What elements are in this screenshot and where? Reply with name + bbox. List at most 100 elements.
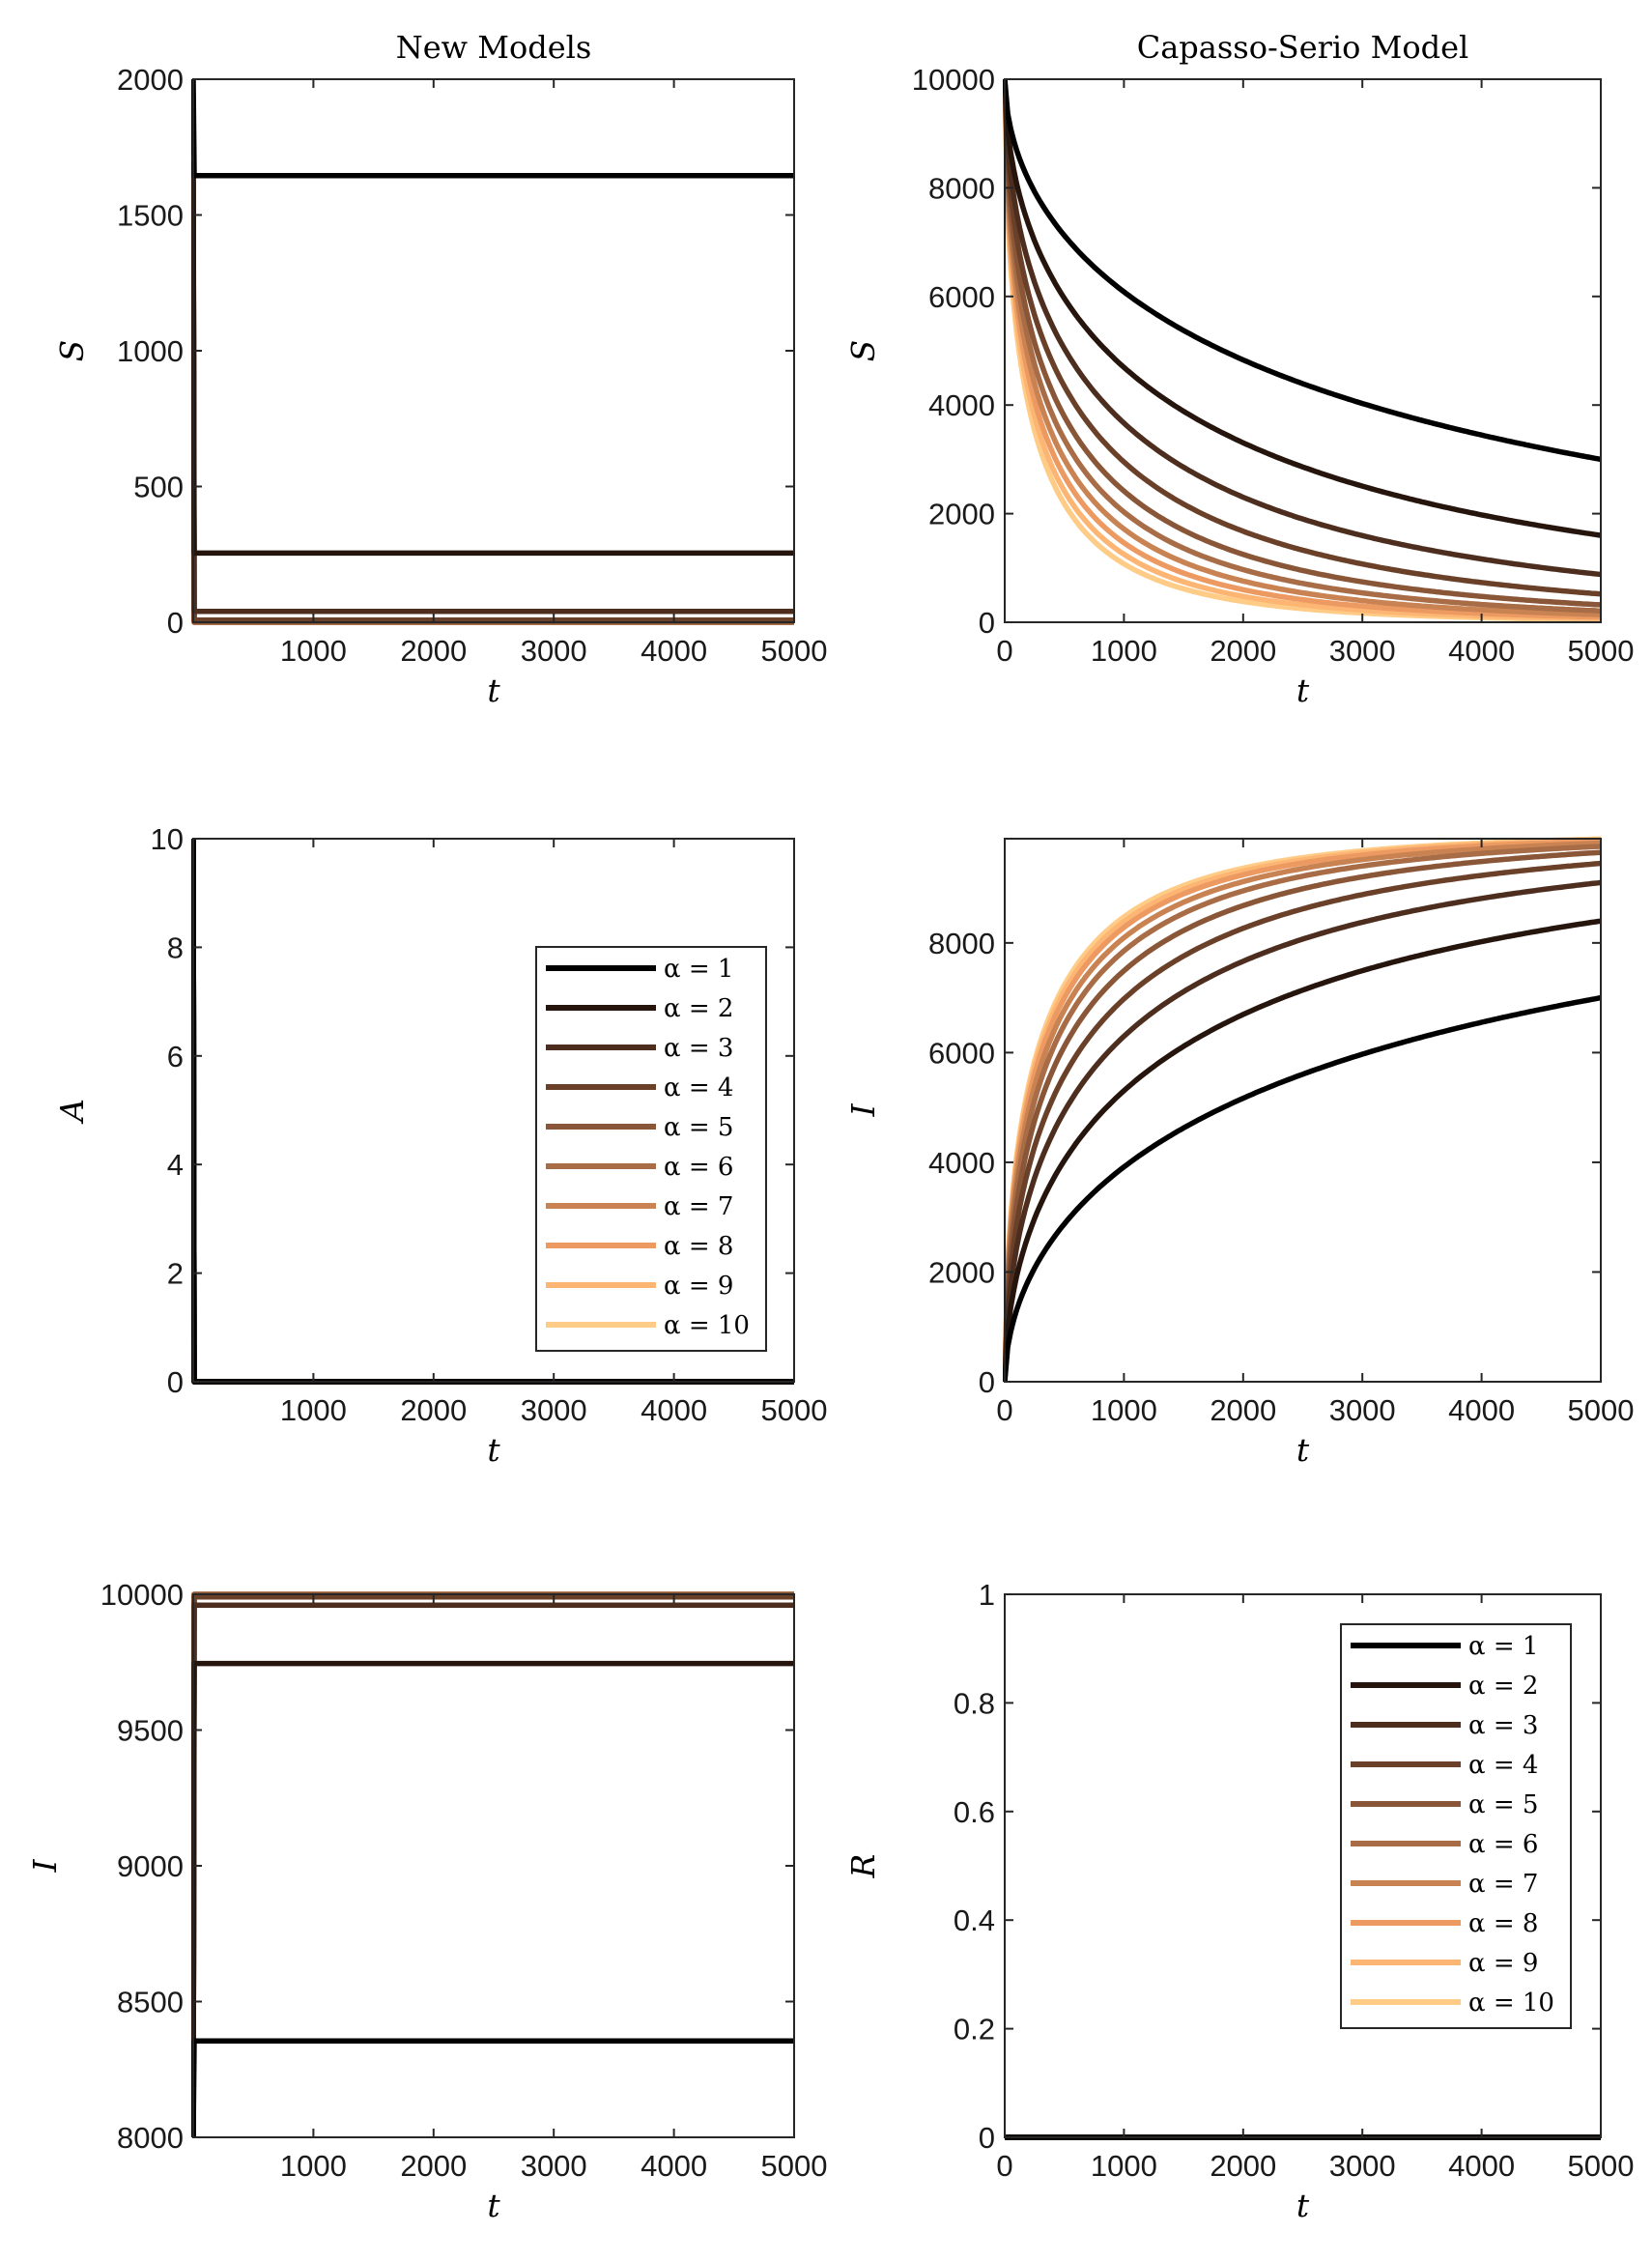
legend-label-9: α = 9 (1468, 1949, 1538, 1978)
y-tick-label: 9000 (117, 1849, 184, 1883)
axes-frame (192, 838, 795, 1383)
legend-label-9: α = 9 (664, 1272, 733, 1301)
legend-label-3: α = 3 (1468, 1711, 1538, 1740)
x-tick-label: 3000 (521, 634, 587, 668)
y-tick-label: 8 (167, 930, 184, 964)
y-tick-label: 6 (167, 1040, 184, 1073)
y-tick-label: 10 (151, 822, 184, 856)
series-line-7 (1003, 840, 1602, 1383)
axes-frame (1004, 1593, 1602, 2138)
x-axis-label: t (487, 1431, 500, 1469)
x-tick-label: 4000 (641, 634, 707, 668)
x-axis-label: t (1296, 1431, 1310, 1469)
series-line-7 (1003, 78, 1602, 617)
x-tick-label: 3000 (1329, 2149, 1396, 2183)
y-tick-label: 8000 (928, 927, 995, 960)
y-tick-label: 1500 (117, 199, 184, 233)
series-line-2 (1003, 918, 1602, 1383)
legend: α = 1 α = 2 α = 3 α = 4 α = 5 α = 6 α = 7 α = 8… (535, 946, 767, 1352)
series-line-3 (1003, 879, 1602, 1383)
x-tick-label: 2000 (400, 634, 467, 668)
y-axis-label: A (53, 1099, 91, 1125)
y-tick-label: 8000 (928, 171, 995, 205)
plot-area (193, 79, 794, 622)
y-tick-label: 0 (979, 2121, 995, 2155)
y-tick-label: 4000 (928, 388, 995, 422)
y-tick-label: 6000 (928, 280, 995, 314)
x-tick-label: 5000 (1568, 2149, 1635, 2183)
series-line-6 (1003, 78, 1602, 614)
x-tick-label: 1000 (1091, 2149, 1157, 2183)
y-axis-label: I (844, 1103, 882, 1118)
legend-label-4: α = 4 (1468, 1751, 1538, 1780)
y-tick-label: 2000 (117, 63, 184, 97)
x-tick-label: 5000 (1568, 634, 1635, 668)
y-axis-label: R (844, 1854, 882, 1879)
legend-label-5: α = 5 (1468, 1790, 1538, 1819)
x-tick-label: 2000 (400, 1393, 467, 1427)
series-line-5 (1003, 78, 1602, 608)
y-axis-label: S (53, 340, 91, 362)
y-tick-label: 2 (167, 1257, 184, 1291)
series-line-5 (1003, 849, 1602, 1383)
x-tick-label: 4000 (641, 2149, 707, 2183)
x-tick-label: 2000 (1210, 634, 1276, 668)
legend-label-7: α = 7 (664, 1192, 733, 1221)
x-tick-label: 4000 (1448, 1393, 1515, 1427)
x-tick-label: 3000 (1329, 634, 1396, 668)
x-tick-label: 0 (996, 2149, 1012, 2183)
y-tick-label: 10000 (100, 1578, 184, 1612)
panel-capasso-S: 0 1000 2000 3000 4000 5000 0 2000 4000 6000 8000 10… (844, 29, 1634, 709)
legend-label-3: α = 3 (664, 1034, 733, 1063)
y-tick-label: 0.6 (954, 1795, 995, 1829)
x-tick-label: 4000 (1448, 634, 1515, 668)
x-axis-label: t (1296, 672, 1310, 709)
x-tick-label: 1000 (280, 2149, 347, 2183)
series-group (1003, 836, 1602, 1383)
plot-area (1005, 839, 1601, 1382)
panel-title: Capasso-Serio Model (1137, 29, 1469, 66)
legend-label-10: α = 10 (664, 1311, 750, 1340)
series-line-8 (1003, 838, 1602, 1383)
series-line-2 (1003, 78, 1602, 538)
legend-label-8: α = 8 (1468, 1909, 1538, 1938)
panel-title: New Models (396, 29, 592, 66)
x-tick-label: 2000 (1210, 1393, 1276, 1427)
y-axis-label: I (26, 1859, 64, 1874)
legend: α = 1 α = 2 α = 3 α = 4 α = 5 α = 6 α = 7 α = 8… (1340, 1623, 1572, 2029)
plot-area (193, 1594, 794, 2137)
x-tick-label: 1000 (280, 634, 347, 668)
x-tick-label: 0 (996, 634, 1012, 668)
legend-label-2: α = 2 (664, 994, 733, 1023)
y-tick-label: 2000 (928, 1255, 995, 1289)
x-tick-label: 3000 (521, 2149, 587, 2183)
x-axis-label: t (1296, 2187, 1310, 2224)
x-tick-label: 1000 (1091, 634, 1157, 668)
series-line-4 (1003, 860, 1602, 1383)
x-tick-label: 5000 (761, 1393, 828, 1427)
axes-frame (1004, 78, 1602, 623)
legend-label-7: α = 7 (1468, 1870, 1538, 1899)
x-tick-label: 4000 (641, 1393, 707, 1427)
panel-new-I: 1000 2000 3000 4000 5000 8000 8500 9000 9500 1000… (26, 1578, 827, 2224)
y-tick-label: 9500 (117, 1714, 184, 1748)
y-tick-label: 0 (979, 606, 995, 640)
series-line-4 (1003, 78, 1602, 597)
x-tick-label: 3000 (1329, 1393, 1396, 1427)
x-axis-label: t (487, 672, 500, 709)
y-tick-label: 0.8 (954, 1686, 995, 1720)
series-line-3 (1003, 78, 1602, 578)
legend-label-6: α = 6 (1468, 1830, 1538, 1859)
x-tick-label: 1000 (1091, 1393, 1157, 1427)
y-tick-label: 0 (167, 1365, 184, 1399)
series-group (1003, 78, 1602, 623)
x-tick-label: 5000 (761, 2149, 828, 2183)
panel-capasso-I: 0 1000 2000 3000 4000 5000 0 2000 4000 6000 8000 t I (844, 836, 1634, 1469)
y-tick-label: 4 (167, 1148, 184, 1182)
y-tick-label: 500 (133, 471, 184, 504)
y-tick-label: 8500 (117, 1986, 184, 2019)
y-tick-label: 1 (979, 1578, 995, 1612)
x-tick-label: 3000 (521, 1393, 587, 1427)
